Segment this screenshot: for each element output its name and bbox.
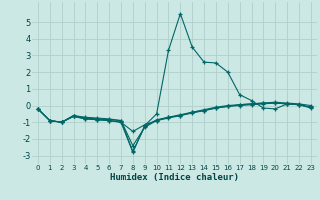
X-axis label: Humidex (Indice chaleur): Humidex (Indice chaleur) (110, 173, 239, 182)
